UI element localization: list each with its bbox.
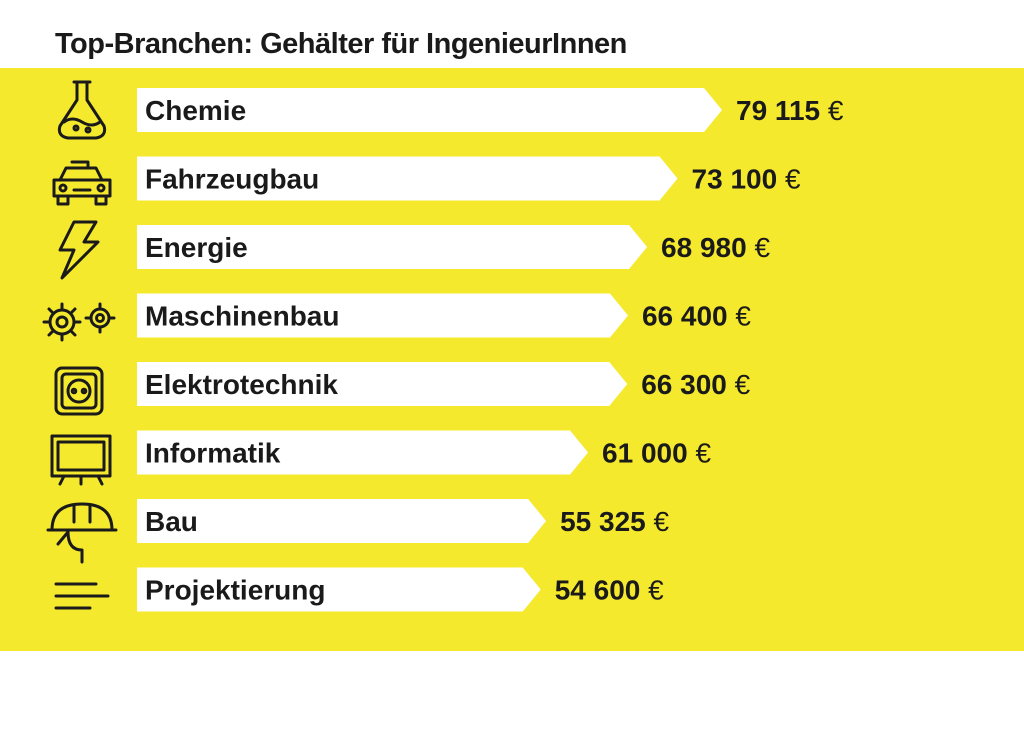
value-label: 55 325 € [560, 506, 669, 537]
bar [137, 499, 547, 543]
value-label: 68 980 € [661, 232, 770, 263]
chart-panel: Chemie 79 115 € Fahrzeugbau 73 100 € Energie… [0, 68, 1024, 651]
monitor-icon [50, 434, 112, 486]
value-label: 73 100 € [692, 164, 801, 195]
chart-title: Top-Branchen: Gehälter für IngenieurInne… [55, 28, 627, 60]
lightning-icon [58, 220, 100, 280]
bar [137, 156, 678, 201]
bar [137, 293, 628, 338]
flask-icon [57, 80, 107, 140]
category-label: Chemie [145, 95, 246, 126]
unit-label: € [828, 95, 844, 126]
value-label: 66 300 € [641, 369, 750, 400]
value-label: 66 400 € [642, 301, 751, 332]
bar-chart: Chemie 79 115 € Fahrzeugbau 73 100 € Energie… [42, 80, 844, 612]
category-label: Bau [145, 506, 198, 537]
value-label: 79 115 € [736, 95, 844, 126]
bar [137, 225, 648, 269]
bar [137, 362, 628, 406]
unit-label: € [695, 438, 711, 469]
bar [137, 88, 722, 132]
unit-label: € [648, 575, 664, 606]
unit-label: € [654, 506, 670, 537]
bar [137, 567, 541, 612]
hardhat-icon [46, 502, 118, 564]
category-label: Projektierung [145, 575, 325, 606]
category-label: Elektrotechnik [145, 369, 338, 400]
category-label: Energie [145, 232, 248, 263]
car-icon [52, 160, 112, 206]
unit-label: € [735, 301, 751, 332]
text-lines-icon [54, 582, 110, 610]
value-label: 61 000 € [602, 438, 711, 469]
unit-label: € [735, 369, 751, 400]
socket-icon [54, 366, 104, 416]
category-label: Fahrzeugbau [145, 164, 319, 195]
gears-icon [42, 302, 116, 342]
category-label: Maschinenbau [145, 301, 339, 332]
value-label: 54 600 € [555, 575, 664, 606]
category-label: Informatik [145, 438, 281, 469]
unit-label: € [754, 232, 770, 263]
unit-label: € [785, 164, 801, 195]
bar [137, 430, 589, 475]
